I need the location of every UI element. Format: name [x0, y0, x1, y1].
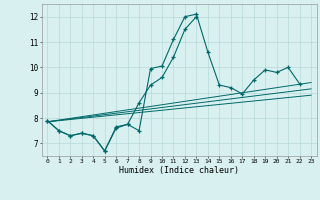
X-axis label: Humidex (Indice chaleur): Humidex (Indice chaleur) [119, 166, 239, 175]
